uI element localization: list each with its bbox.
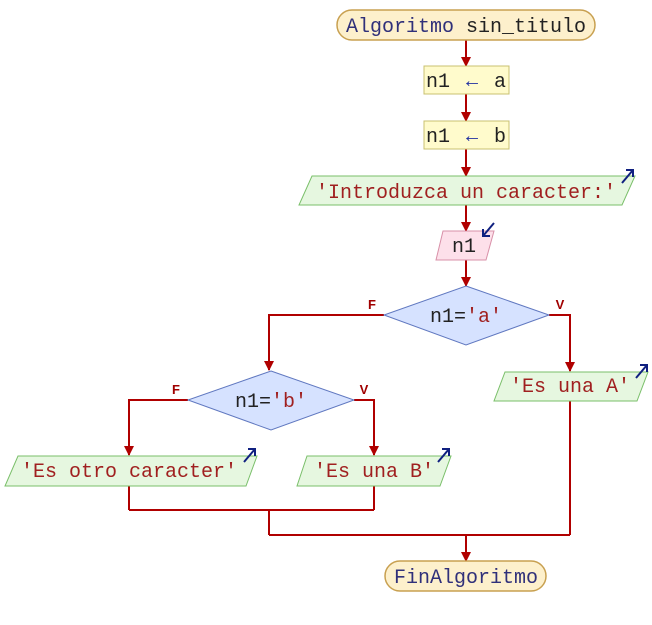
output-prompt: 'Introduzca un caracter:' xyxy=(298,169,636,206)
edge-decision1-true xyxy=(549,314,575,372)
decision1-true-label: V xyxy=(556,297,565,312)
decision-n1-a: n1='a' F V xyxy=(368,285,565,346)
input-arrow-icon xyxy=(482,222,495,237)
svg-text:Algoritmo sin_titulo: Algoritmo sin_titulo xyxy=(346,16,586,39)
output-b-text: 'Es una B' xyxy=(314,461,434,484)
output-arrow-icon xyxy=(621,169,634,184)
edge-decision2-true xyxy=(354,399,379,456)
assign-n1-a: n1 ← a xyxy=(423,65,510,95)
end-terminal: FinAlgoritmo xyxy=(384,560,547,592)
algorithm-name: sin_titulo xyxy=(466,16,586,39)
assign2-var: n1 xyxy=(426,126,450,149)
input-var: n1 xyxy=(452,236,476,259)
input-n1: n1 xyxy=(435,222,495,261)
decision1-literal: 'a' xyxy=(466,306,502,329)
decision2-false-label: F xyxy=(172,382,180,397)
decision2-true-label: V xyxy=(360,382,369,397)
assign1-var: n1 xyxy=(426,71,450,94)
output-a-arrow-icon xyxy=(635,364,648,379)
svg-text:n1='a': n1='a' xyxy=(430,306,502,329)
output-prompt-text: 'Introduzca un caracter:' xyxy=(316,182,616,205)
decision-n1-b: n1='b' F V xyxy=(172,370,369,431)
output-es-una-a: 'Es una A' xyxy=(493,364,649,402)
decision2-literal: 'b' xyxy=(271,391,307,414)
assign-n1-b: n1 ← b xyxy=(423,120,510,150)
assign2-arrow: ← xyxy=(462,125,482,147)
output-a-text: 'Es una A' xyxy=(510,376,630,399)
decision1-false-label: F xyxy=(368,297,376,312)
svg-text:n1 ← b: n1 ← b xyxy=(426,125,506,149)
decision2-left: n1= xyxy=(235,391,271,414)
svg-text:n1 ← a: n1 ← a xyxy=(426,70,506,94)
assign1-value: a xyxy=(494,71,506,94)
edge-decision1-false xyxy=(264,314,384,371)
assign2-value: b xyxy=(494,126,506,149)
start-terminal: Algoritmo sin_titulo xyxy=(336,9,596,41)
edge-decision2-false xyxy=(124,399,188,456)
output-es-una-b: 'Es una B' xyxy=(296,448,452,487)
end-text: FinAlgoritmo xyxy=(394,567,538,590)
assign1-arrow: ← xyxy=(462,70,482,92)
output-es-otro-caracter: 'Es otro caracter' xyxy=(4,448,258,487)
start-keyword: Algoritmo xyxy=(346,16,454,39)
output-b-arrow-icon xyxy=(437,448,450,463)
svg-text:n1='b': n1='b' xyxy=(235,391,307,414)
decision1-left: n1= xyxy=(430,306,466,329)
output-other-arrow-icon xyxy=(243,448,256,463)
output-other-text: 'Es otro caracter' xyxy=(21,461,237,484)
flow-edges xyxy=(124,40,575,562)
